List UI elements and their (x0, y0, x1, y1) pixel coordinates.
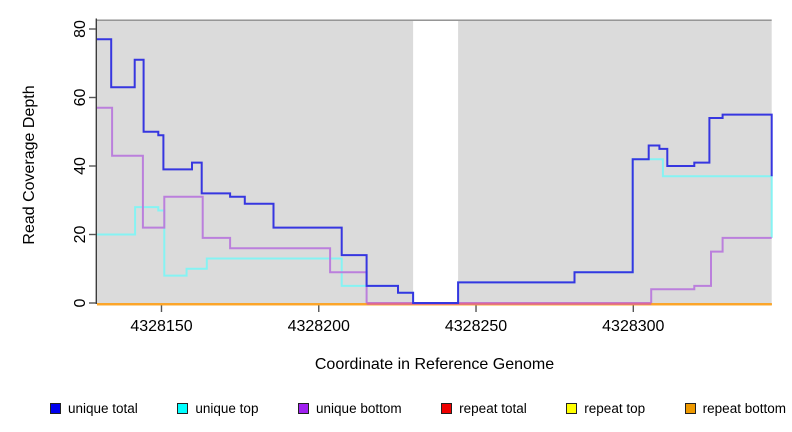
y-tick-label: 20 (72, 226, 89, 244)
legend-swatch-icon (566, 403, 578, 414)
legend-item-unique-top: unique top (177, 401, 258, 416)
x-tick-label: 4328300 (602, 318, 664, 335)
x-tick-label: 4328200 (288, 318, 350, 335)
series-line-unique-total (97, 38, 773, 304)
masked-region (413, 21, 459, 305)
legend-label: unique bottom (316, 401, 402, 416)
legend: unique total unique top unique bottom repea… (50, 401, 786, 416)
x-axis-title: Coordinate in Reference Genome (314, 356, 555, 373)
coverage-plot: 0 20 40 60 80 4328150 4328200 4328250 4328300 (72, 18, 773, 335)
legend-label: unique top (195, 401, 259, 416)
legend-item-repeat-total: repeat total (441, 401, 527, 416)
legend-item-unique-bottom: unique bottom (298, 401, 402, 416)
x-tick-label: 4328150 (130, 318, 192, 335)
x-tick-label: 4328250 (445, 318, 507, 335)
y-tick-label: 80 (72, 20, 89, 38)
legend-label: repeat bottom (702, 401, 786, 416)
legend-swatch-icon (177, 403, 189, 414)
y-tick-label: 60 (72, 89, 89, 107)
y-tick-label: 40 (72, 157, 89, 175)
legend-item-repeat-top: repeat top (566, 401, 645, 416)
legend-item-unique-total: unique total (50, 401, 138, 416)
legend-swatch-icon (441, 403, 453, 414)
legend-label: repeat top (584, 401, 646, 416)
legend-label: repeat total (459, 401, 527, 416)
y-axis-title: Read Coverage Depth (21, 85, 38, 245)
legend-swatch-icon (50, 403, 61, 414)
legend-item-repeat-bottom: repeat bottom (684, 401, 786, 416)
series-line-unique-bottom (97, 106, 772, 304)
legend-label: unique total (68, 401, 138, 416)
legend-swatch-icon (298, 403, 310, 414)
y-tick-label: 0 (72, 298, 89, 307)
legend-swatch-icon (684, 403, 696, 414)
